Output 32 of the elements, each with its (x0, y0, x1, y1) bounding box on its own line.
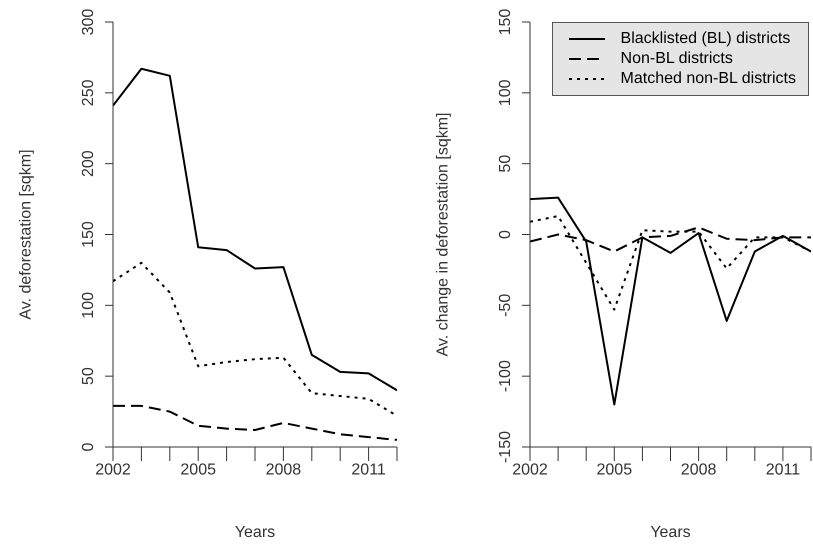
x-tick-label: 2008 (680, 461, 716, 478)
y-tick-label: 50 (80, 367, 97, 386)
y-tick-label: 100 (497, 79, 514, 106)
y-tick-label: -100 (497, 360, 514, 392)
x-tick-label: 2005 (180, 461, 216, 478)
y-tick-label: 150 (80, 221, 97, 248)
legend-label: Blacklisted (BL) districts (620, 29, 790, 49)
x-axis-title: Years (650, 524, 691, 541)
legend-label: Non-BL districts (620, 49, 733, 69)
y-tick-label: 250 (80, 79, 97, 106)
x-tick-label: 2011 (766, 461, 800, 478)
y-tick-label: 150 (497, 8, 514, 36)
y-tick-label: -150 (497, 430, 514, 464)
x-axis-title: Years (234, 524, 276, 541)
y-tick-label: 50 (497, 154, 514, 173)
y-axis-title: Av. deforestation [sqkm] (18, 149, 35, 320)
y-tick-label: 0 (80, 442, 97, 452)
line-series (113, 404, 397, 441)
y-tick-label: -50 (497, 294, 514, 317)
line-series (113, 262, 397, 417)
y-tick-label: 200 (80, 150, 97, 178)
legend-label: Matched non-BL districts (620, 69, 796, 89)
y-axis-title: Av. change in deforestation [sqkm] (434, 112, 452, 356)
x-tick-label: 2011 (351, 461, 386, 478)
x-tick-label: 2002 (512, 461, 548, 478)
y-tick-label: 0 (497, 230, 514, 239)
y-tick-label: 100 (80, 292, 97, 319)
y-tick-label: 300 (80, 8, 97, 36)
line-series (113, 68, 397, 392)
x-tick-label: 2002 (95, 461, 131, 478)
x-tick-label: 2008 (266, 461, 302, 478)
x-tick-label: 2005 (596, 461, 632, 478)
